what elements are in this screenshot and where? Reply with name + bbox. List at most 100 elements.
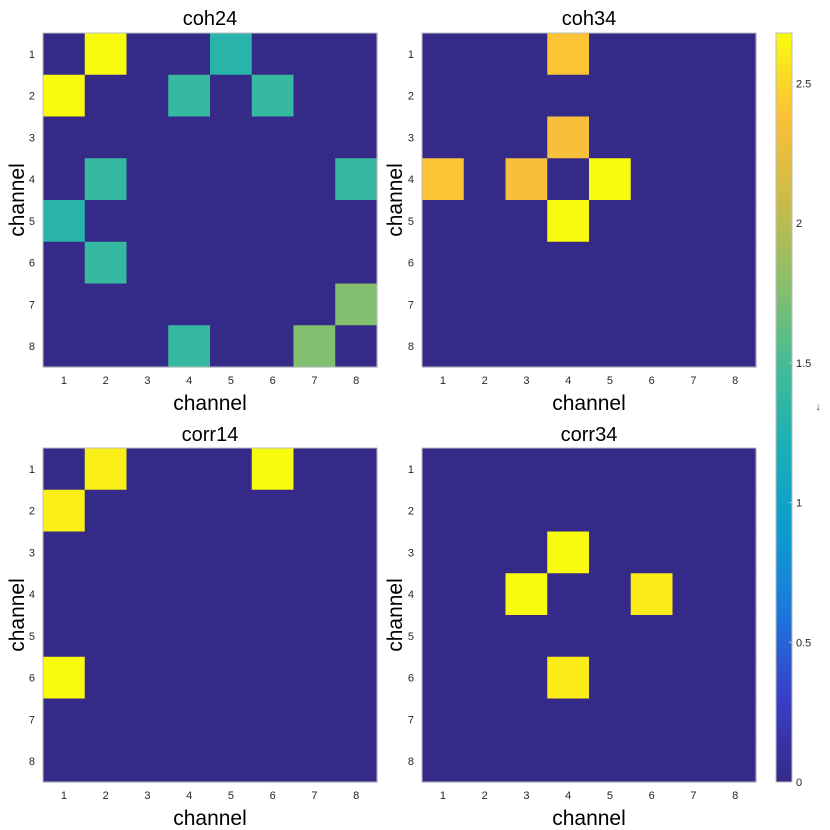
heatmap-cell [251,531,295,574]
heatmap-cell [293,200,336,243]
heatmap-cell [672,158,715,201]
y-tick-label: 6 [29,673,35,685]
heatmap-cell [505,283,548,326]
heatmap-cell [463,283,507,326]
heatmap-cell [547,531,590,574]
heatmap-cell [630,615,674,658]
heatmap-cell [126,158,169,201]
heatmap-cell [126,283,169,326]
heatmap-cell [84,283,128,326]
heatmap-cell [630,325,674,368]
heatmap-cell [547,241,590,285]
y-tick-labels: 1 2 3 4 5 6 7 8 [408,49,414,353]
heatmap-cell [589,241,632,285]
x-axis-label: channel [552,807,626,830]
x-tick-label: 4 [565,375,571,387]
colorbar: 0 0.5 1 1.5 2 2.5 ↓ [775,32,821,789]
heatmap-cell [126,698,169,741]
x-tick-label: 8 [353,375,359,387]
heatmap-cell [126,33,169,76]
heatmap-cell [43,615,86,658]
heatmap-cell [630,116,674,159]
y-tick-label: 6 [408,258,414,270]
heatmap-cell [84,33,128,76]
heatmap-cell [293,615,336,658]
heatmap-cell [251,74,295,118]
heatmap-cell [251,283,295,326]
heatmap-cell [293,241,336,285]
heatmap-cell [251,656,295,700]
heatmap-cell [505,448,548,491]
colorbar-frame [775,32,793,783]
y-tick-label: 3 [408,132,414,144]
heatmap-cell [589,740,632,783]
heatmap-cell [210,241,253,285]
heatmap-cell [126,489,169,533]
heatmap-cell [547,615,590,658]
heatmap-cell [422,740,465,783]
heatmap-cell [168,531,211,574]
heatmap-cell [210,740,253,783]
heatmap-cell [43,241,86,285]
heatmap-cells [422,33,757,368]
x-tick-label: 7 [690,790,696,802]
heatmap-cell [422,241,465,285]
heatmap-cell [210,573,253,616]
heatmap-cell [630,200,674,243]
heatmap-cell [335,283,378,326]
heatmap-cell [126,325,169,368]
y-axis-label: channel [6,578,29,652]
heatmap-cell [210,200,253,243]
heatmap-cell [589,615,632,658]
heatmap-cell [505,573,548,616]
heatmap-cell [714,489,757,533]
heatmap-cell [168,448,211,491]
heatmap-cell [293,325,336,368]
x-axis-label: channel [173,392,247,415]
heatmap-cell [126,573,169,616]
heatmap-cell [463,740,507,783]
heatmap-cell [547,200,590,243]
heatmap-cell [463,74,507,118]
chart-title: corr14 [182,424,239,446]
heatmap-cell [630,531,674,574]
heatmap-cell [293,448,336,491]
heatmap-cell [251,33,295,76]
heatmap-cell [505,740,548,783]
y-tick-label: 7 [29,299,35,311]
heatmap-cell [672,489,715,533]
heatmap-cell [84,656,128,700]
heatmap-cell [505,615,548,658]
heatmap-cell [422,200,465,243]
heatmap-cell [422,116,465,159]
x-axis-label: channel [173,807,247,830]
x-axis-label: channel [552,392,626,415]
heatmap-cell [335,325,378,368]
heatmap-cell [43,489,86,533]
x-tick-label: 3 [523,790,529,802]
heatmap-cell [672,116,715,159]
heatmap-cell [422,531,465,574]
heatmap-cell [714,241,757,285]
heatmap-cell [422,325,465,368]
heatmap-cell [84,531,128,574]
y-axis-label: channel [384,578,407,652]
x-tick-label: 7 [690,375,696,387]
plot-frame [421,447,757,783]
heatmap-cell [714,33,757,76]
heatmap-cell [422,74,465,118]
y-axis-label: channel [384,163,407,237]
heatmap-cell [210,158,253,201]
heatmap-cell [714,740,757,783]
heatmap-cell [463,448,507,491]
x-tick-label: 1 [61,790,67,802]
heatmap-cell [293,33,336,76]
x-tick-label: 8 [353,790,359,802]
x-tick-label: 4 [186,375,192,387]
panel-corr14: corr14 channel channel 1 2 3 4 5 6 7 8 1 2 3 4 5 6 7 8 [6,424,378,830]
heatmap-cell [422,615,465,658]
chart-title: coh34 [562,8,617,30]
heatmap-cell [589,656,632,700]
x-tick-label: 6 [649,790,655,802]
